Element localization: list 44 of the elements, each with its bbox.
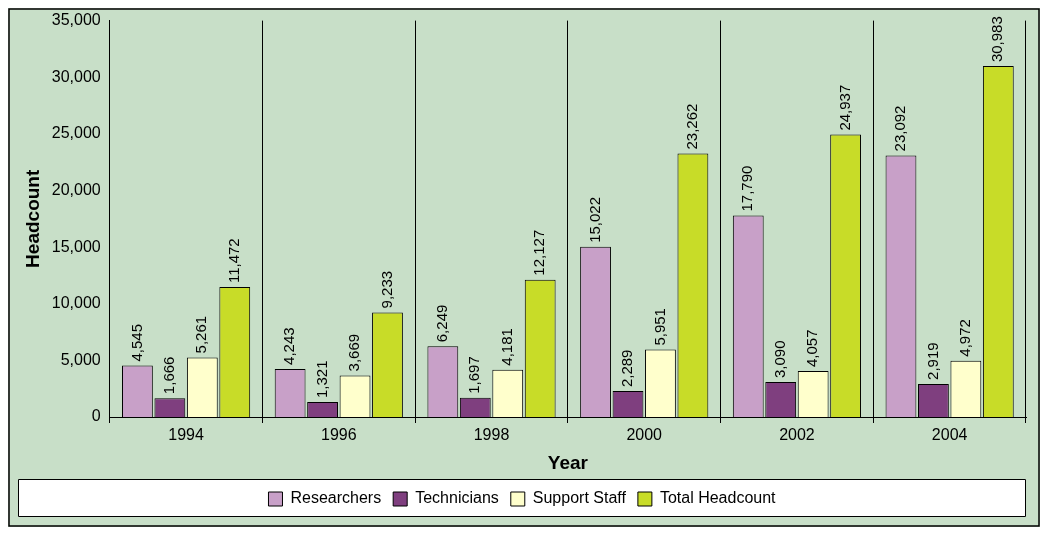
data-label: 4,243 <box>280 327 298 365</box>
data-label: 1,697 <box>465 356 483 394</box>
data-label: 23,092 <box>891 105 909 152</box>
y-tick-label: 10,000 <box>51 294 101 312</box>
data-label: 1,321 <box>312 360 330 399</box>
x-tick-label: 1998 <box>473 426 510 444</box>
data-label: 2,289 <box>618 349 636 388</box>
y-tick-label: 25,000 <box>51 124 101 142</box>
y-tick-label: 15,000 <box>51 237 101 255</box>
x-axis-title: Year <box>547 451 589 473</box>
y-tick-label: 35,000 <box>51 11 101 29</box>
x-tick-label: 1996 <box>321 426 357 444</box>
legend-label: Support Staff <box>532 489 627 507</box>
data-label: 17,790 <box>738 165 756 212</box>
data-label: 12,127 <box>530 229 548 276</box>
data-label: 4,545 <box>127 323 145 362</box>
data-label: 3,669 <box>345 333 363 372</box>
data-label: 4,972 <box>956 319 974 357</box>
legend-label: Total Headcount <box>659 489 777 507</box>
legend-label: Researchers <box>290 489 382 507</box>
data-label: 4,057 <box>803 329 821 368</box>
y-tick-label: 30,000 <box>51 67 101 85</box>
y-tick-label: 20,000 <box>51 180 101 198</box>
x-tick-label: 2000 <box>626 426 663 444</box>
x-tick-label: 2004 <box>931 426 968 444</box>
data-label: 30,983 <box>988 16 1006 63</box>
x-tick-label: 1994 <box>168 426 204 444</box>
data-label: 24,937 <box>835 84 853 131</box>
data-label: 9,233 <box>377 270 395 309</box>
data-label: 3,090 <box>770 340 788 378</box>
data-label: 5,951 <box>650 308 668 346</box>
y-tick-label: 5,000 <box>60 350 101 368</box>
y-tick-label: 0 <box>91 407 101 425</box>
data-label: 4,181 <box>497 328 515 366</box>
data-label: 23,262 <box>683 103 701 150</box>
x-tick-label: 2002 <box>779 426 815 444</box>
data-label: 5,261 <box>192 315 210 354</box>
y-axis-title: Headcount <box>21 169 43 268</box>
data-label: 15,022 <box>585 196 603 243</box>
data-label: 11,472 <box>224 238 242 284</box>
data-label: 1,666 <box>160 356 178 395</box>
data-label: 6,249 <box>432 304 450 343</box>
data-label: 2,919 <box>923 342 941 380</box>
legend-label: Technicians <box>415 489 499 507</box>
